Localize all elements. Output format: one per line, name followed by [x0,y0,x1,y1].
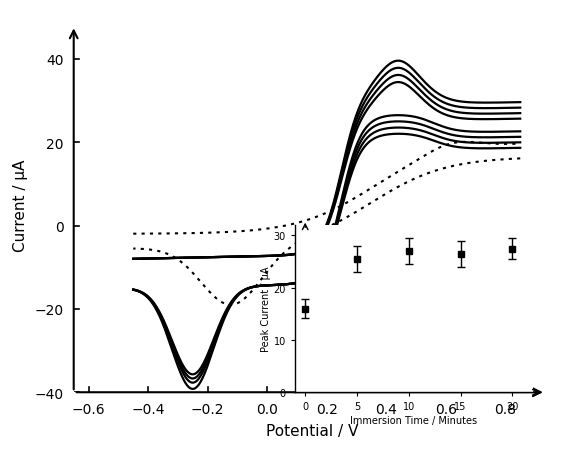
Y-axis label: Peak Current / μA: Peak Current / μA [261,266,270,352]
X-axis label: Immersion Time / Minutes: Immersion Time / Minutes [350,415,477,425]
Y-axis label: Current / μA: Current / μA [13,159,28,251]
X-axis label: Potential / V: Potential / V [266,423,358,438]
